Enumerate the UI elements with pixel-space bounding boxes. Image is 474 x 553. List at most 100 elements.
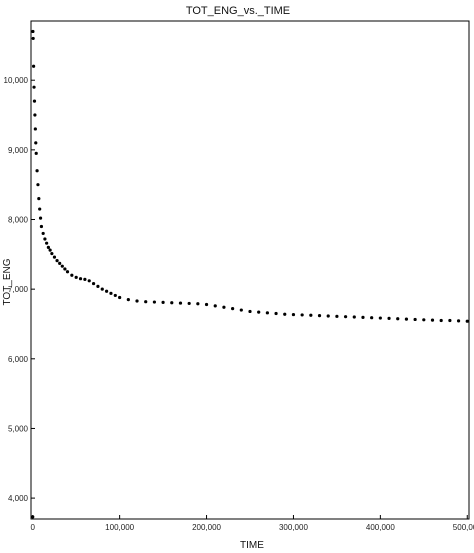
data-point [105,289,109,293]
y-axis: 4,000 5,000 6,000 7,000 8,000 9,000 10,000 [4,76,35,503]
data-point [448,318,452,323]
data-point [32,64,36,68]
y-tick-label: 6,000 [8,355,29,364]
x-tick-label: 500,000 [453,523,474,532]
data-point [370,316,374,320]
data-point [35,169,39,173]
x-axis-title: TIME [240,540,264,551]
data-point [422,318,426,322]
y-axis-title: TOT_ENG [2,258,13,305]
data-point [87,279,91,283]
plot-frame [30,20,470,520]
data-point [38,207,42,211]
data-point [291,312,296,317]
data-point [343,315,348,319]
data-point [118,295,122,300]
data-point [222,305,226,309]
x-tick-label: 400,000 [366,523,395,532]
data-point [161,300,165,304]
x-tick-label: 200,000 [192,523,221,532]
data-point [46,245,50,249]
data-point [78,277,83,281]
data-point [170,301,174,305]
y-tick-label: 9,000 [8,146,29,155]
data-point [404,317,409,321]
data-point [60,264,64,268]
data-point [196,302,200,306]
data-point [352,315,356,319]
data-point [83,277,87,282]
data-point [91,281,96,286]
data-point [213,304,217,308]
data-point [465,319,469,323]
data-point [126,298,130,302]
data-point [38,216,43,220]
data-point [439,318,443,323]
data-point [317,314,322,318]
data-point [74,275,78,279]
chart-title: TOT_ENG_vs._TIME [186,5,290,17]
x-tick-label: 300,000 [279,523,308,532]
data-point [283,312,287,316]
data-point [387,316,391,321]
data-point [413,317,417,322]
data-point [430,318,435,322]
data-point [257,310,261,314]
data-points [31,29,469,519]
data-point [31,515,35,519]
data-point [100,287,104,291]
data-point [187,301,191,306]
data-point [326,314,330,318]
y-tick-label: 5,000 [8,424,29,433]
data-point [456,319,461,323]
data-point [43,237,47,241]
data-point [109,291,113,295]
data-point [300,313,304,317]
data-point [396,317,400,321]
data-point [33,127,37,131]
data-point [178,301,183,305]
data-point [231,307,235,311]
data-point [378,316,382,320]
data-point [361,315,365,319]
data-point [34,151,38,155]
data-point [239,308,243,312]
x-axis: 0 100,000 200,000 300,000 400,000 500,000 [31,515,474,532]
data-point [48,248,52,252]
data-point [265,311,269,315]
data-point [135,299,139,303]
data-point [113,293,117,298]
data-point [55,258,59,263]
data-point [32,85,36,89]
y-tick-label: 4,000 [8,494,29,503]
data-point [50,252,54,256]
data-point [41,231,45,236]
data-point [45,241,49,245]
data-point [65,270,70,274]
data-point [144,300,148,304]
data-point [34,141,38,145]
data-point [274,311,278,316]
data-point [152,300,157,304]
data-point [36,183,40,187]
data-point [70,273,74,277]
data-point [31,36,35,41]
y-tick-label: 7,000 [8,285,29,294]
data-point [33,113,37,117]
data-point [248,309,252,314]
y-tick-label: 10,000 [4,76,29,85]
data-point [204,302,209,307]
data-point [52,255,57,259]
data-point [96,284,100,288]
data-point [58,261,62,265]
data-point [335,314,339,318]
data-point [32,99,37,103]
data-point [63,267,67,271]
data-point [39,224,44,229]
data-point [37,197,41,201]
data-point [31,29,35,34]
x-tick-label: 100,000 [105,523,134,532]
x-tick-label: 0 [31,523,36,532]
data-point [309,313,313,317]
